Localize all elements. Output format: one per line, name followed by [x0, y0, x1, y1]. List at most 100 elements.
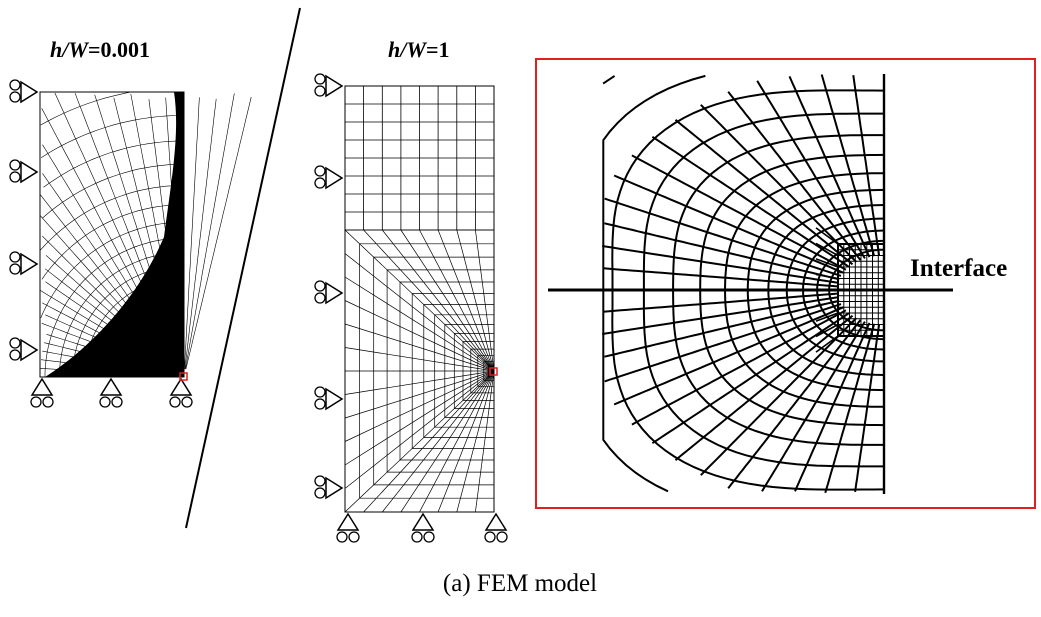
middle-panel: h/W=1 — [314, 37, 508, 543]
mesh-radial-line — [344, 370, 495, 395]
mesh-ring-line — [344, 229, 494, 513]
mesh-radial-line — [185, 93, 235, 370]
left-mesh — [39, 91, 252, 378]
mesh-ring-line — [488, 365, 494, 377]
middle-panel-title: h/W=1 — [388, 37, 449, 62]
mesh-radial-line — [475, 229, 495, 372]
pin-support-icon — [314, 73, 344, 98]
mesh-radial-line — [40, 215, 179, 372]
roller-support-icon — [484, 512, 508, 543]
dense-mesh-region — [45, 92, 184, 377]
inset-radial-line — [602, 296, 839, 335]
pin-support-icon — [9, 337, 39, 362]
inset-radial-line — [613, 306, 844, 406]
inset-radial-line — [674, 314, 854, 461]
mesh-radial-line — [437, 229, 495, 372]
mesh-arc-line — [175, 368, 184, 377]
inset-radial-line — [604, 299, 840, 358]
mesh-arc-line — [157, 350, 184, 378]
mesh-radial-line — [344, 253, 495, 372]
mesh-radial-line — [42, 302, 178, 374]
inset-radial-line — [604, 303, 842, 383]
mesh-ring-line — [373, 256, 494, 486]
middle-crack-tip-marker — [489, 367, 498, 376]
mesh-ring-line — [399, 281, 494, 461]
inset-radial-line — [852, 75, 881, 256]
mesh-arc-line — [43, 140, 183, 188]
mesh-radial-line — [344, 370, 495, 489]
mesh-radial-line — [185, 96, 252, 370]
mesh-radial-line — [41, 323, 177, 375]
mesh-radial-line — [344, 370, 495, 419]
mesh-radial-line — [382, 229, 495, 372]
pin-support-icon — [314, 475, 344, 500]
left-crack-tip-marker — [179, 372, 188, 381]
inset-radial-line — [603, 292, 838, 313]
pin-support-icon — [9, 159, 39, 184]
mesh-radial-line — [113, 97, 183, 370]
mesh-radial-line — [344, 370, 495, 513]
roller-support-icon — [169, 377, 193, 408]
mesh-radial-line — [41, 235, 179, 372]
mesh-radial-line — [437, 370, 495, 513]
transition-line — [815, 323, 839, 338]
mesh-radial-line — [39, 290, 178, 374]
zoom-inset: Interface — [535, 58, 1036, 509]
mesh-ring-line — [411, 293, 494, 449]
mesh-radial-line — [344, 300, 495, 372]
mesh-ring-line — [423, 304, 494, 438]
mesh-radial-line — [42, 173, 180, 371]
transition-line — [815, 335, 839, 353]
mesh-arc-line — [105, 298, 184, 377]
mesh-radial-line — [130, 93, 183, 370]
inset-radial-line — [824, 323, 876, 494]
mesh-ring-line — [470, 348, 494, 394]
roller-support-icon — [99, 377, 123, 408]
mesh-radial-line — [456, 370, 495, 513]
mesh-arc-line — [39, 185, 184, 251]
roller-support-icon — [336, 512, 360, 543]
mesh-arc-line — [72, 265, 184, 377]
mesh-radial-line — [182, 96, 185, 370]
mesh-radial-line — [184, 98, 217, 370]
inset-radial-line — [788, 75, 871, 258]
transition-line — [815, 227, 839, 245]
panel-divider-line — [185, 7, 301, 529]
left-panel: h/W=0.001 — [9, 37, 252, 408]
mesh-ring-line — [359, 243, 494, 499]
pin-support-icon — [314, 165, 344, 190]
mesh-ring-line — [491, 368, 494, 374]
transition-line — [815, 258, 839, 268]
mesh-arc-line — [44, 237, 184, 377]
inset-radial-line — [854, 324, 881, 493]
mesh-arc-line — [40, 91, 131, 126]
inset-radial-line — [602, 245, 839, 284]
mesh-radial-line — [45, 281, 178, 373]
transition-line — [815, 242, 839, 257]
inset-radial-line — [651, 312, 850, 445]
mesh-radial-line — [363, 229, 495, 372]
mesh-radial-line — [344, 370, 495, 442]
mesh-radial-line — [344, 229, 495, 372]
mesh-arc-line — [41, 115, 183, 158]
transition-line — [815, 273, 839, 280]
transition-line — [815, 312, 839, 322]
inset-ring-line — [602, 74, 706, 493]
pin-support-icon — [314, 386, 344, 411]
mesh-arc-line — [59, 252, 184, 378]
transition-line — [815, 300, 839, 307]
left-panel-title: h/W=0.001 — [50, 37, 150, 62]
mesh-radial-line — [74, 93, 182, 370]
mesh-arc-line — [122, 315, 184, 377]
mesh-arc-line — [129, 322, 184, 377]
mesh-arc-line — [161, 354, 184, 377]
mesh-ring-line — [453, 333, 494, 409]
interface-label: Interface — [910, 255, 1007, 282]
mesh-arc-line — [136, 329, 184, 377]
inset-ring-line — [602, 75, 616, 85]
inset-radial-line — [756, 80, 866, 259]
mesh-radial-line — [184, 97, 200, 370]
mesh-arc-line — [95, 288, 184, 377]
inset-radial-line — [604, 222, 840, 281]
inset-radial-line — [674, 119, 854, 266]
